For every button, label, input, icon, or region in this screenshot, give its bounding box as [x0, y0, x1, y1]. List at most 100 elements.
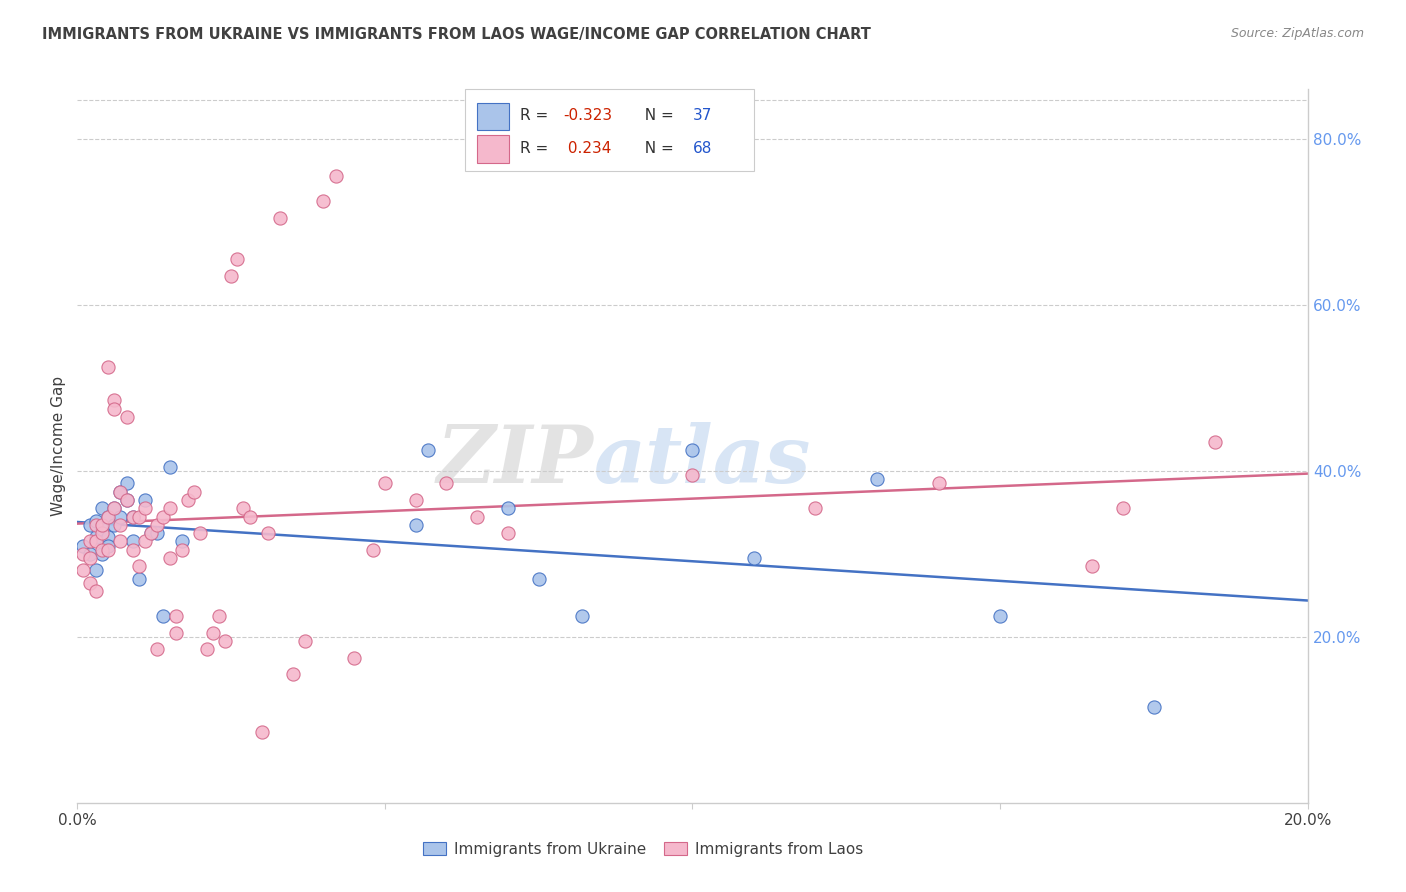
Point	[121, 542, 143, 557]
Point	[374, 476, 396, 491]
Point	[72, 539, 94, 553]
Point	[97, 360, 120, 375]
Point	[804, 501, 827, 516]
Point	[141, 526, 163, 541]
Point	[110, 484, 132, 499]
Point	[928, 476, 950, 491]
Point	[79, 551, 101, 566]
Point	[84, 514, 107, 528]
Point	[188, 526, 212, 541]
Point	[682, 443, 704, 458]
Point	[527, 572, 550, 586]
Point	[312, 194, 335, 209]
FancyBboxPatch shape	[477, 103, 509, 129]
Point	[97, 509, 120, 524]
Point	[97, 542, 120, 557]
Point	[110, 509, 132, 524]
Point	[128, 572, 150, 586]
Point	[1143, 700, 1166, 714]
Point	[115, 476, 138, 491]
Point	[90, 547, 114, 561]
Point	[79, 575, 101, 590]
Point	[146, 517, 169, 532]
Point	[214, 634, 236, 648]
Point	[84, 530, 107, 544]
Point	[183, 484, 205, 499]
Point	[141, 526, 163, 541]
Point	[239, 509, 262, 524]
Point	[146, 642, 169, 657]
Point	[134, 501, 156, 516]
Point	[325, 169, 347, 184]
Point	[84, 584, 107, 599]
Point	[90, 501, 114, 516]
Point	[90, 517, 114, 532]
Point	[1081, 559, 1104, 574]
Point	[465, 509, 488, 524]
Point	[90, 526, 114, 541]
Point	[97, 509, 120, 524]
Point	[866, 472, 889, 486]
Point	[159, 551, 181, 566]
Text: 68: 68	[693, 141, 711, 156]
Text: Source: ZipAtlas.com: Source: ZipAtlas.com	[1230, 27, 1364, 40]
Point	[121, 509, 143, 524]
Point	[134, 492, 156, 507]
Point	[97, 530, 120, 544]
Legend: Immigrants from Ukraine, Immigrants from Laos: Immigrants from Ukraine, Immigrants from…	[418, 836, 869, 863]
Point	[405, 517, 427, 532]
Point	[110, 517, 132, 532]
Point	[79, 547, 101, 561]
Point	[177, 492, 200, 507]
Point	[226, 252, 249, 267]
Point	[110, 484, 132, 499]
Point	[79, 534, 101, 549]
Point	[90, 542, 114, 557]
Text: 0.234: 0.234	[564, 141, 612, 156]
Point	[115, 409, 138, 424]
Point	[72, 564, 94, 578]
Point	[436, 476, 458, 491]
Point	[165, 625, 187, 640]
Point	[294, 634, 316, 648]
Text: R =: R =	[520, 141, 554, 156]
Point	[988, 609, 1011, 624]
Point	[152, 509, 174, 524]
Point	[115, 492, 138, 507]
Point	[257, 526, 280, 541]
Point	[84, 534, 107, 549]
Text: -0.323: -0.323	[564, 108, 613, 123]
Point	[361, 542, 384, 557]
Text: N =: N =	[634, 141, 678, 156]
Point	[571, 609, 593, 624]
Point	[84, 517, 107, 532]
Point	[110, 534, 132, 549]
Text: R =: R =	[520, 108, 554, 123]
Point	[128, 509, 150, 524]
Point	[165, 609, 187, 624]
Point	[201, 625, 224, 640]
Point	[195, 642, 218, 657]
Text: 37: 37	[693, 108, 711, 123]
Point	[121, 534, 143, 549]
Y-axis label: Wage/Income Gap: Wage/Income Gap	[51, 376, 66, 516]
Point	[1204, 434, 1226, 449]
Point	[269, 211, 291, 225]
Point	[103, 401, 125, 416]
Point	[121, 509, 143, 524]
Point	[84, 564, 107, 578]
Point	[208, 609, 231, 624]
Point	[496, 501, 519, 516]
Point	[1112, 501, 1135, 516]
Text: atlas: atlas	[595, 422, 811, 499]
Point	[250, 725, 273, 739]
FancyBboxPatch shape	[477, 136, 509, 162]
Point	[146, 526, 169, 541]
Point	[170, 534, 193, 549]
Point	[405, 492, 427, 507]
Point	[115, 492, 138, 507]
Point	[72, 547, 94, 561]
Point	[128, 559, 150, 574]
Point	[416, 443, 439, 458]
Point	[219, 268, 242, 283]
